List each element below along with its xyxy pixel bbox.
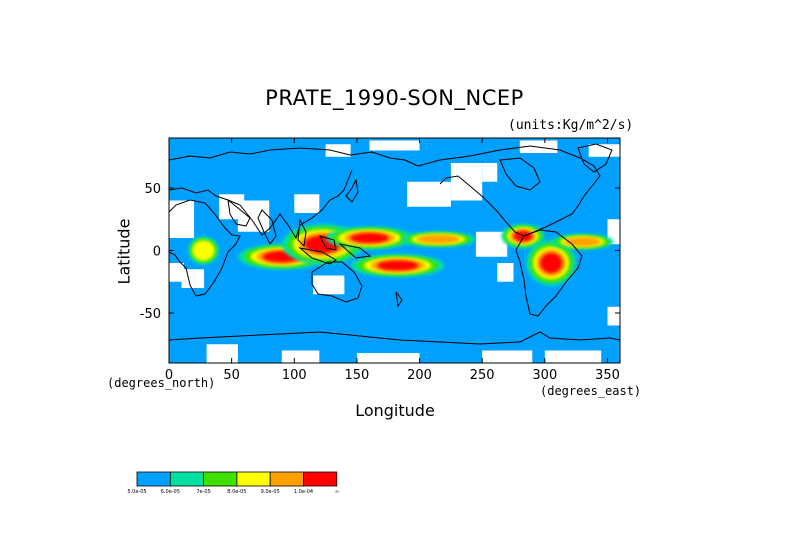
precip-contour xyxy=(377,260,419,271)
colorbar-swatch xyxy=(169,471,205,487)
x-tick-label: 50 xyxy=(223,368,240,383)
colorbar: 5.0e-05 6.0e-05 7e-05 8.0e-05 9.0e-05 1.0e-04… xyxy=(127,471,339,495)
colorbar-swatch xyxy=(303,471,338,487)
chart-title: PRATE_1990-SON_NCEP xyxy=(265,86,524,110)
colorbar-label: 7e-05 xyxy=(196,489,210,495)
below-threshold-patch xyxy=(281,350,320,363)
x-tick-label: 250 xyxy=(470,368,495,383)
precip-bands xyxy=(188,224,614,286)
colorbar-label: 6.0e-05 xyxy=(161,489,180,495)
coastlines xyxy=(168,143,621,345)
below-threshold-patch xyxy=(607,219,620,245)
y-tick-label: 50 xyxy=(144,182,161,197)
x-tick-label: 150 xyxy=(345,368,370,383)
colorbar-swatch xyxy=(236,471,271,487)
x-unit-label: (degrees_east) xyxy=(540,384,642,398)
x-tick-label: 350 xyxy=(595,368,620,383)
precip-contour xyxy=(192,240,215,261)
colorbar-label: ∞ xyxy=(335,489,339,495)
y-ticks: 50 0 -50 xyxy=(140,182,620,322)
below-threshold-patch xyxy=(497,263,514,282)
below-threshold-patch xyxy=(607,306,620,326)
precip-contour xyxy=(416,234,460,244)
colorbar-label: 8.0e-05 xyxy=(227,489,246,495)
colorbar-swatch xyxy=(203,471,238,487)
below-threshold-patch xyxy=(294,194,320,213)
precip-band xyxy=(188,236,219,265)
y-unit-label: (degrees_north) xyxy=(107,376,216,390)
below-threshold-patch xyxy=(482,163,498,182)
below-threshold-patch xyxy=(588,144,620,157)
units-label: (units:Kg/m^2/s) xyxy=(508,118,634,133)
below-threshold-patch xyxy=(181,269,205,288)
colorbar-swatch xyxy=(136,471,171,487)
precip-contour xyxy=(564,237,601,247)
colorbar-label: 9.0e-05 xyxy=(261,489,280,495)
below-threshold-patch xyxy=(369,140,420,151)
below-threshold-patch xyxy=(356,353,420,363)
below-threshold-patch xyxy=(325,144,351,157)
x-ticks: 0 50 100 150 200 250 300 350 xyxy=(165,138,620,383)
precip-band xyxy=(551,234,614,250)
below-threshold-patch xyxy=(169,200,195,238)
y-tick-label: 0 xyxy=(153,245,161,260)
colorbar-swatch xyxy=(269,471,304,487)
below-threshold-patch xyxy=(482,350,533,363)
x-axis-label: Longitude xyxy=(355,401,435,420)
below-threshold-patch xyxy=(313,275,345,295)
x-tick-label: 300 xyxy=(532,368,557,383)
x-tick-label: 100 xyxy=(282,368,307,383)
below-threshold-patch xyxy=(169,263,185,282)
precip-band xyxy=(401,231,476,247)
precip-band xyxy=(325,226,414,250)
precip-band xyxy=(526,240,576,286)
below-threshold-patch xyxy=(206,344,238,363)
colorbar-label: 1.0e-04 xyxy=(294,489,313,495)
colorbar-label: 5.0e-05 xyxy=(127,489,146,495)
precip-band xyxy=(350,254,445,277)
x-tick-label: 200 xyxy=(407,368,432,383)
precip-contour xyxy=(540,252,563,274)
x-tick-label: 0 xyxy=(165,368,173,383)
below-threshold-patch xyxy=(237,200,270,232)
precip-contour xyxy=(350,232,389,244)
below-threshold-patch xyxy=(450,163,483,201)
below-threshold-patch xyxy=(544,350,602,363)
y-tick-label: -50 xyxy=(140,307,161,322)
below-threshold-patch xyxy=(407,181,451,207)
